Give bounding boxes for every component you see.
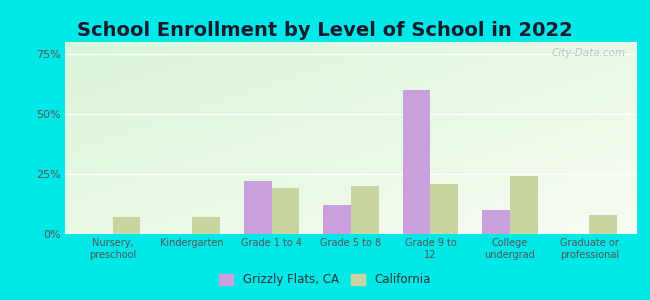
Text: School Enrollment by Level of School in 2022: School Enrollment by Level of School in …: [77, 21, 573, 40]
Bar: [323, 205, 351, 234]
Bar: [430, 184, 458, 234]
Legend: Grizzly Flats, CA, California: Grizzly Flats, CA, California: [214, 269, 436, 291]
Bar: [402, 90, 430, 234]
Bar: [482, 210, 510, 234]
Bar: [510, 176, 538, 234]
Bar: [590, 215, 617, 234]
Bar: [272, 188, 300, 234]
Bar: [351, 186, 379, 234]
Bar: [112, 217, 140, 234]
Text: City-Data.com: City-Data.com: [551, 48, 625, 58]
Bar: [244, 181, 272, 234]
Bar: [192, 217, 220, 234]
